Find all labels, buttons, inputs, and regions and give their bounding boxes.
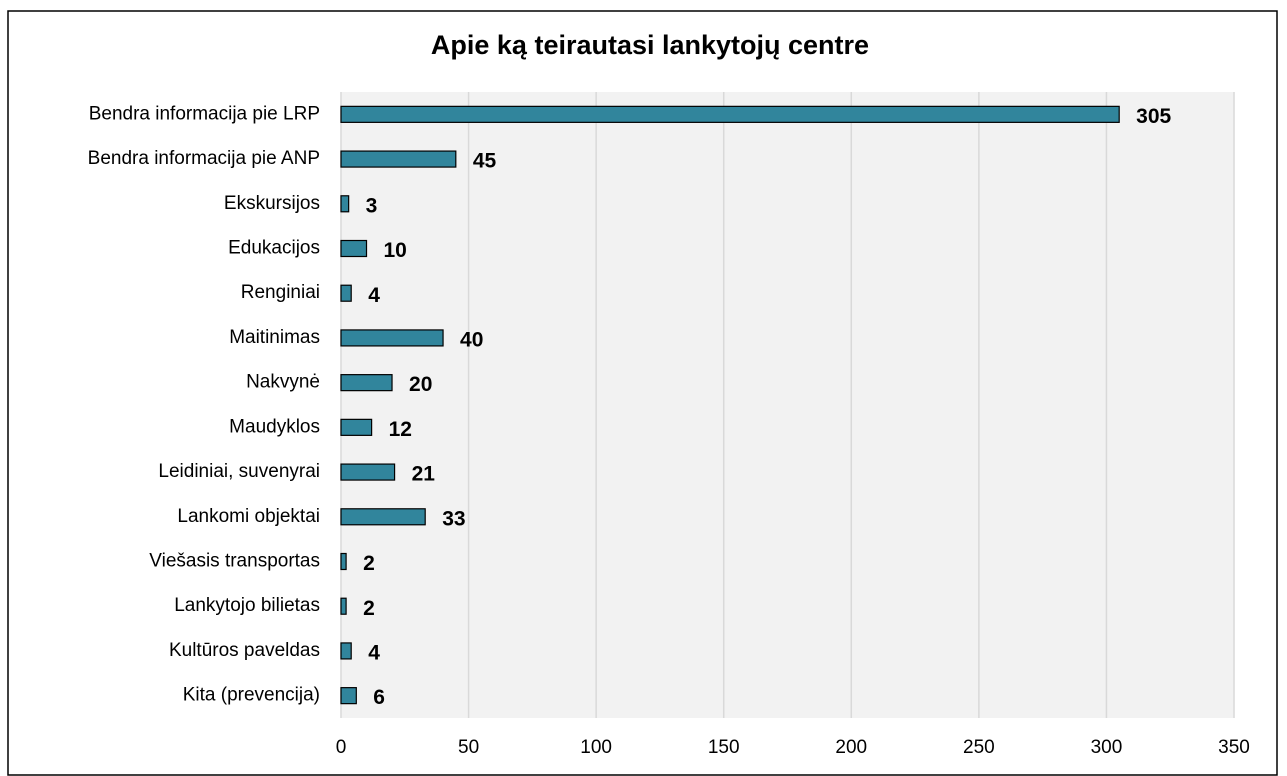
data-label: 21 [412, 463, 436, 486]
x-tick-label: 100 [580, 737, 612, 758]
data-label: 45 [473, 150, 497, 173]
bar [340, 284, 352, 302]
y-tick-label: Maudyklos [229, 416, 320, 437]
y-tick-label: Maitinimas [229, 327, 320, 348]
x-tick-label: 250 [963, 737, 995, 758]
data-label: 10 [384, 239, 407, 262]
bar [340, 418, 373, 436]
y-tick-label: Ekskursijos [224, 193, 320, 214]
bar [340, 105, 1120, 123]
data-label: 6 [373, 686, 385, 709]
y-tick-label: Nakvynė [246, 372, 320, 393]
y-tick-label: Bendra informacija pie ANP [88, 148, 320, 169]
y-tick-label: Bendra informacija pie LRP [89, 103, 320, 124]
x-tick-label: 300 [1091, 737, 1123, 758]
bar [340, 508, 426, 526]
data-label: 4 [368, 284, 380, 307]
data-label: 2 [363, 552, 375, 575]
bar [340, 687, 357, 705]
x-tick-label: 350 [1218, 737, 1250, 758]
y-tick-label: Kultūros paveldas [169, 640, 320, 661]
data-label: 20 [409, 373, 432, 396]
bar [340, 239, 368, 258]
bar [340, 552, 347, 571]
y-tick-label: Kita (prevencija) [183, 685, 320, 706]
y-tick-label: Lankomi objektai [177, 506, 320, 527]
chart-title: Apie ką teirautasi lankytojų centre [431, 30, 869, 60]
y-tick-label: Viešasis transportas [149, 551, 320, 572]
y-tick-label: Leidiniai, suvenyrai [158, 461, 320, 482]
x-tick-label: 50 [458, 737, 479, 758]
data-label: 305 [1136, 105, 1171, 128]
bar [340, 374, 393, 392]
bar [340, 597, 347, 615]
data-label: 33 [442, 507, 465, 530]
bar [340, 642, 352, 660]
bar [340, 329, 444, 347]
bar [340, 463, 396, 481]
data-label: 4 [368, 641, 380, 664]
data-label: 12 [389, 418, 412, 441]
x-tick-label: 150 [708, 737, 740, 758]
bar [340, 150, 457, 168]
data-label: 2 [363, 597, 375, 620]
y-tick-label: Renginiai [241, 282, 320, 303]
x-tick-label: 200 [835, 737, 867, 758]
data-label: 3 [366, 194, 378, 217]
plot-area [341, 92, 1234, 718]
bar [340, 195, 350, 213]
x-tick-label: 0 [336, 737, 347, 758]
data-label: 40 [460, 328, 483, 351]
y-tick-label: Edukacijos [228, 238, 320, 259]
y-tick-label: Lankytojo bilietas [174, 595, 320, 616]
